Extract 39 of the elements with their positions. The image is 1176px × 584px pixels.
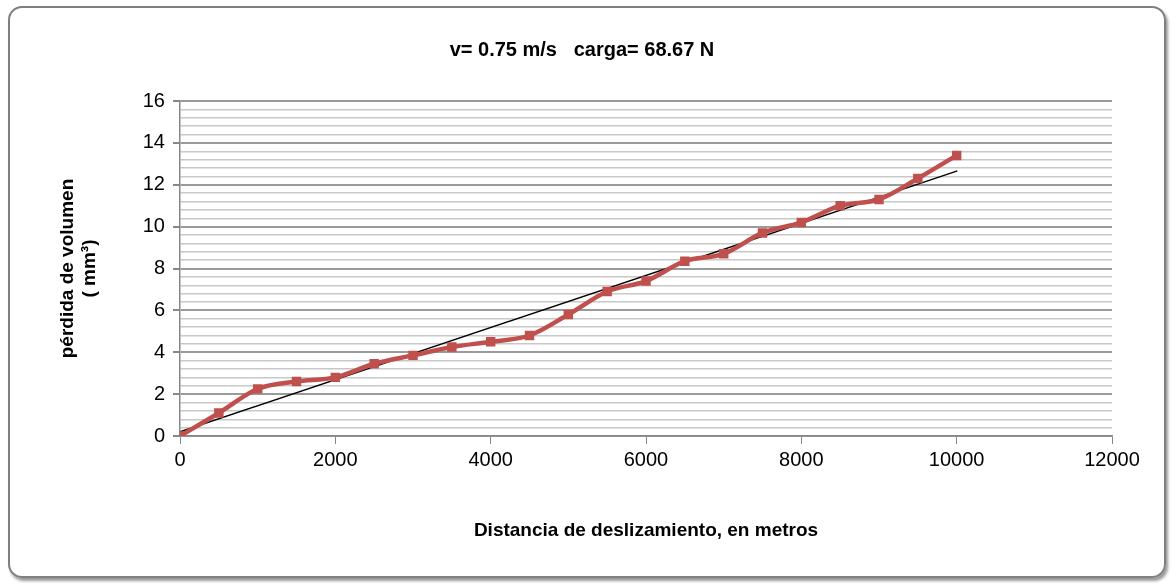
point (951, 150, 962, 161)
x-tick-label: 2000 (313, 447, 358, 470)
x-axis-title: Distancia de deslizamiento, en metros (473, 518, 819, 540)
y-tick-label: 2 (153, 381, 165, 404)
point (718, 249, 729, 259)
point (563, 309, 574, 320)
y-tick-label: 14 (142, 130, 165, 153)
chart-title: v= 0.75 m/s carga= 68.67 N (449, 37, 715, 60)
point (369, 359, 379, 369)
point (291, 376, 302, 387)
point (485, 337, 496, 347)
x-tick-label: 4000 (468, 447, 513, 470)
point (524, 330, 535, 341)
y-tick-label: 8 (153, 256, 165, 279)
y-tick-label: 6 (153, 297, 165, 320)
y-tick-label: 4 (153, 339, 165, 362)
point (874, 194, 884, 205)
y-tick-label: 0 (153, 423, 165, 446)
point (602, 286, 612, 297)
y-tick-label: 16 (142, 88, 165, 111)
point (796, 217, 807, 228)
point (757, 228, 768, 238)
x-tick-label: 8000 (779, 447, 824, 470)
point (680, 256, 690, 266)
point (252, 384, 263, 394)
point (641, 276, 651, 286)
x-tick-label: 6000 (623, 447, 669, 470)
point (913, 173, 923, 184)
point (214, 408, 224, 418)
point (835, 200, 845, 211)
x-tick-label: 10000 (928, 447, 985, 470)
y-tick-label: 10 (142, 214, 165, 237)
point (330, 372, 341, 383)
y-axis-title: pérdida de volumen ( mm³) (55, 178, 100, 359)
point (408, 350, 418, 361)
x-tick-label: 0 (174, 447, 186, 470)
y-tick-label: 12 (142, 172, 165, 195)
point (447, 342, 457, 352)
x-tick-label: 12000 (1084, 447, 1140, 470)
